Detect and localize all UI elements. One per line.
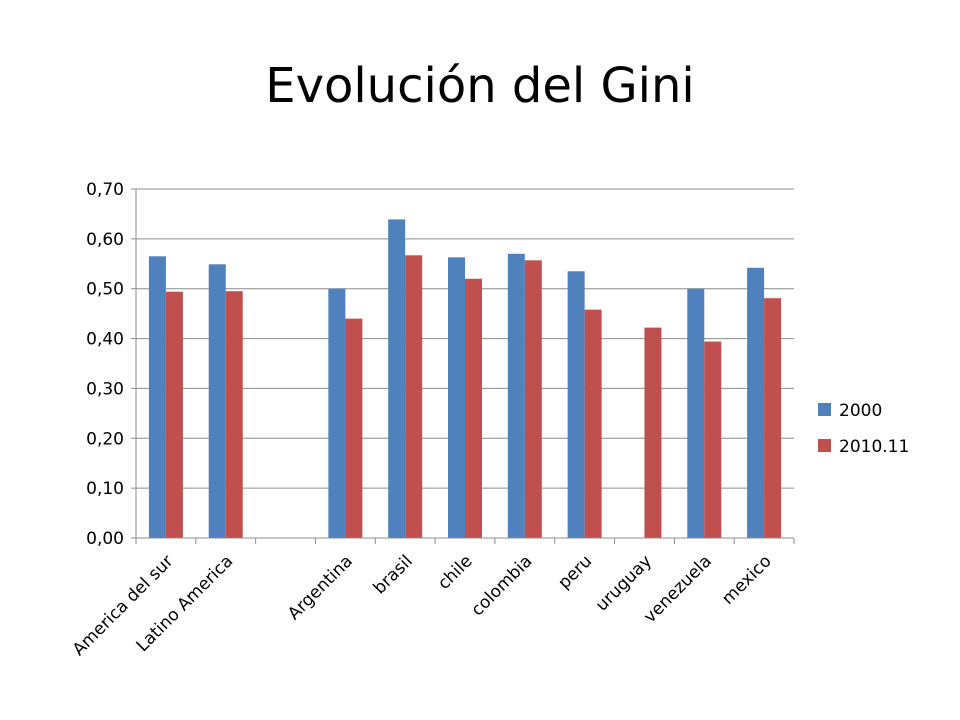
legend: 2000 2010.11: [818, 401, 909, 457]
bar-2010-11: [704, 341, 722, 538]
bar-2010-11: [524, 260, 542, 538]
bar-2000: [747, 267, 765, 538]
bar-2010-11: [345, 318, 363, 538]
bar-2000: [567, 271, 585, 538]
bar-2010-11: [165, 291, 183, 538]
bar-2000: [328, 288, 346, 538]
category-label: colombia: [467, 551, 536, 620]
y-tick-label: 0,40: [86, 330, 124, 350]
bar-2010-11: [465, 278, 482, 538]
y-tick-label: 0,60: [86, 230, 124, 250]
bar-2010-11: [764, 298, 782, 538]
category-label: Argentina: [284, 551, 357, 624]
category-label: brasil: [370, 551, 417, 598]
legend-swatch: [818, 403, 831, 416]
bar-2010-11: [405, 255, 423, 538]
y-axis-ticks: 0,00 0,10 0,20 0,30 0,40 0,50 0,60 0,70: [86, 180, 124, 549]
bar-2000: [208, 264, 226, 538]
bar-2000: [507, 253, 525, 539]
category-label: America del sur: [69, 551, 178, 660]
category-label: mexico: [718, 551, 775, 608]
slide-title: Evolución del Gini: [265, 58, 695, 114]
bar-2010-11: [225, 291, 243, 538]
y-tick-label: 0,70: [86, 180, 124, 200]
bar-2010-11: [644, 327, 662, 538]
bar-2000: [448, 257, 465, 538]
axes: [131, 188, 795, 544]
legend-swatch: [818, 439, 831, 452]
bar-2000: [388, 219, 406, 539]
legend-label: 2010.11: [839, 437, 909, 457]
y-tick-label: 0,30: [86, 379, 124, 399]
bar-2000: [148, 256, 166, 538]
y-tick-label: 0,10: [86, 479, 124, 499]
y-tick-label: 0,00: [86, 529, 124, 549]
bar-2010-11: [584, 309, 602, 538]
bars: [148, 219, 782, 539]
legend-label: 2000: [839, 401, 882, 421]
y-tick-label: 0,50: [86, 280, 124, 300]
category-label: peru: [554, 551, 596, 593]
category-label: chile: [434, 551, 476, 593]
y-tick-label: 0,20: [86, 429, 124, 449]
bar-2000: [687, 288, 705, 538]
